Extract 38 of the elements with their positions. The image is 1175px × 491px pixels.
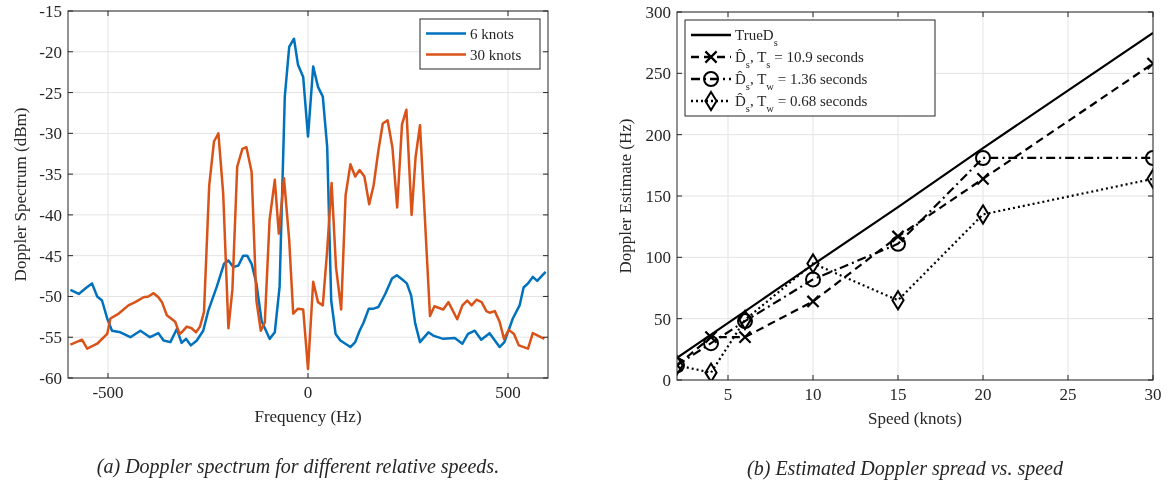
text: (a) Doppler spectrum for different relative speeds. (96, 455, 500, 478)
y-tick-label: 300 (645, 3, 671, 22)
y-tick-label: -60 (39, 369, 62, 388)
y-tick-label: 250 (645, 64, 671, 84)
legend-label: D̂$_{s}$, T$_{w}$ = 0.68 seconds (735, 93, 868, 114)
legend-label: D̂$_{s}$, T$_{s}$ = 10.9 seconds (735, 49, 865, 70)
x-tick-label: -500 (92, 383, 124, 402)
legend-label: D̂$_{s}$, T$_{w}$ = 1.36 seconds (735, 71, 868, 92)
x-axis-title: Frequency (Hz) (254, 407, 362, 426)
y-tick-label: -45 (39, 246, 62, 266)
y-tick-label: 150 (645, 187, 671, 206)
y-axis-title: Doppler Estimate (Hz) (616, 118, 635, 274)
y-tick-label: -25 (39, 83, 62, 103)
legend-label: TrueD$_{s}$ (735, 27, 778, 48)
x-tick-label: 25 (1059, 385, 1077, 404)
x-tick-label: 15 (889, 385, 907, 404)
x-axis-title: Speed (knots) (868, 409, 962, 428)
x-tick-label: 5 (723, 385, 733, 404)
x-tick-label: 20 (974, 385, 992, 404)
y-tick-label: -15 (39, 2, 62, 21)
x-tick-label: 10 (804, 385, 822, 404)
text: (b) Estimated Doppler spread vs. speed (747, 457, 1064, 480)
y-tick-label: 100 (645, 248, 671, 268)
y-tick-label: -35 (39, 165, 62, 185)
x-tick-label: 30 (1144, 385, 1162, 404)
y-axis-title: Doppler Spectrum (dBm) (11, 107, 30, 282)
legend-label: 6 knots (470, 25, 514, 42)
y-tick-label: -20 (39, 42, 62, 62)
y-tick-label: 200 (645, 125, 671, 145)
legend-label: 30 knots (470, 46, 522, 63)
x-tick-label: 0 (303, 383, 313, 402)
y-tick-label: -40 (39, 205, 62, 225)
y-tick-label: -30 (39, 124, 62, 144)
y-tick-label: 0 (662, 371, 671, 390)
y-tick-label: 50 (654, 309, 671, 329)
y-tick-label: -55 (39, 328, 62, 348)
x-tick-label: 500 (495, 383, 521, 402)
y-tick-label: -50 (39, 287, 62, 307)
